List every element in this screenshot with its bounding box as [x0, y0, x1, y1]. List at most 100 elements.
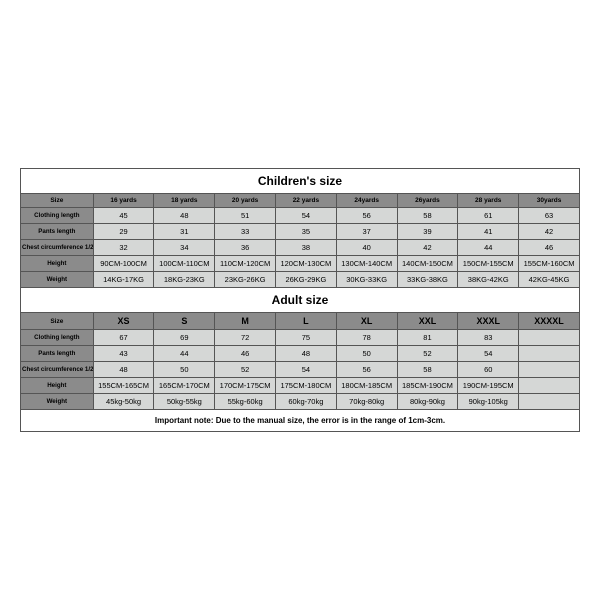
cell: 70kg-80kg — [336, 394, 397, 410]
cell: 56 — [336, 208, 397, 224]
cell: 63 — [519, 208, 580, 224]
cell: 55kg-60kg — [215, 394, 276, 410]
cell: 52 — [215, 362, 276, 378]
row-label: Chest circumference 1/2 — [21, 240, 94, 256]
size-chart-container: Children's size Size 16 yards 18 yards 2… — [20, 168, 580, 432]
children-header-1: 16 yards — [93, 194, 154, 208]
adult-header-2: S — [154, 313, 215, 330]
cell: 33 — [215, 224, 276, 240]
row-label: Weight — [21, 272, 94, 288]
cell: 31 — [154, 224, 215, 240]
cell — [519, 394, 580, 410]
note-row: Important note: Due to the manual size, … — [21, 410, 580, 432]
children-header-row: Size 16 yards 18 yards 20 yards 22 yards… — [21, 194, 580, 208]
cell: 58 — [397, 208, 458, 224]
cell: 90CM-100CM — [93, 256, 154, 272]
row-label: Height — [21, 378, 94, 394]
cell: 45 — [93, 208, 154, 224]
children-title: Children's size — [21, 169, 580, 194]
table-row: Pants length 43 44 46 48 50 52 54 — [21, 346, 580, 362]
cell — [519, 362, 580, 378]
cell: 46 — [215, 346, 276, 362]
cell: 48 — [154, 208, 215, 224]
children-header-0: Size — [21, 194, 94, 208]
cell: 60kg-70kg — [276, 394, 337, 410]
cell: 50 — [336, 346, 397, 362]
children-header-3: 20 yards — [215, 194, 276, 208]
cell: 185CM-190CM — [397, 378, 458, 394]
cell: 67 — [93, 330, 154, 346]
cell: 83 — [458, 330, 519, 346]
children-title-row: Children's size — [21, 169, 580, 194]
cell: 180CM-185CM — [336, 378, 397, 394]
cell: 75 — [276, 330, 337, 346]
cell: 54 — [276, 208, 337, 224]
adult-title-row: Adult size — [21, 288, 580, 313]
cell: 78 — [336, 330, 397, 346]
cell: 130CM-140CM — [336, 256, 397, 272]
cell: 38 — [276, 240, 337, 256]
children-header-2: 18 yards — [154, 194, 215, 208]
cell: 60 — [458, 362, 519, 378]
cell: 43 — [93, 346, 154, 362]
cell: 165CM-170CM — [154, 378, 215, 394]
cell: 33KG-38KG — [397, 272, 458, 288]
adult-header-1: XS — [93, 313, 154, 330]
cell: 69 — [154, 330, 215, 346]
adult-header-8: XXXXL — [519, 313, 580, 330]
cell: 51 — [215, 208, 276, 224]
adult-header-4: L — [276, 313, 337, 330]
row-label: Weight — [21, 394, 94, 410]
cell: 61 — [458, 208, 519, 224]
cell: 42 — [397, 240, 458, 256]
row-label: Height — [21, 256, 94, 272]
cell: 155CM-160CM — [519, 256, 580, 272]
adult-header-3: M — [215, 313, 276, 330]
cell: 29 — [93, 224, 154, 240]
children-header-8: 30yards — [519, 194, 580, 208]
cell: 42 — [519, 224, 580, 240]
cell — [519, 378, 580, 394]
row-label: Clothing length — [21, 330, 94, 346]
children-header-5: 24yards — [336, 194, 397, 208]
cell: 50 — [154, 362, 215, 378]
row-label: Pants length — [21, 224, 94, 240]
cell: 120CM-130CM — [276, 256, 337, 272]
cell: 14KG-17KG — [93, 272, 154, 288]
children-header-6: 26yards — [397, 194, 458, 208]
cell: 54 — [276, 362, 337, 378]
note-text: Important note: Due to the manual size, … — [21, 410, 580, 432]
cell: 44 — [154, 346, 215, 362]
cell: 36 — [215, 240, 276, 256]
table-row: Clothing length 45 48 51 54 56 58 61 63 — [21, 208, 580, 224]
size-table: Children's size Size 16 yards 18 yards 2… — [20, 168, 580, 432]
adult-header-5: XL — [336, 313, 397, 330]
cell: 23KG-26KG — [215, 272, 276, 288]
cell: 155CM-165CM — [93, 378, 154, 394]
cell: 41 — [458, 224, 519, 240]
cell: 80kg-90kg — [397, 394, 458, 410]
table-row: Weight 45kg-50kg 50kg-55kg 55kg-60kg 60k… — [21, 394, 580, 410]
cell: 32 — [93, 240, 154, 256]
cell: 48 — [93, 362, 154, 378]
cell: 110CM-120CM — [215, 256, 276, 272]
cell: 42KG-45KG — [519, 272, 580, 288]
cell — [519, 346, 580, 362]
table-row: Height 155CM-165CM 165CM-170CM 170CM-175… — [21, 378, 580, 394]
cell: 190CM-195CM — [458, 378, 519, 394]
cell: 30KG-33KG — [336, 272, 397, 288]
table-row: Clothing length 67 69 72 75 78 81 83 — [21, 330, 580, 346]
row-label: Clothing length — [21, 208, 94, 224]
cell: 52 — [397, 346, 458, 362]
cell: 56 — [336, 362, 397, 378]
cell: 170CM-175CM — [215, 378, 276, 394]
table-row: Weight 14KG-17KG 18KG-23KG 23KG-26KG 26K… — [21, 272, 580, 288]
cell — [519, 330, 580, 346]
table-row: Chest circumference 1/2 48 50 52 54 56 5… — [21, 362, 580, 378]
cell: 100CM-110CM — [154, 256, 215, 272]
cell: 35 — [276, 224, 337, 240]
cell: 34 — [154, 240, 215, 256]
cell: 90kg-105kg — [458, 394, 519, 410]
cell: 18KG-23KG — [154, 272, 215, 288]
cell: 45kg-50kg — [93, 394, 154, 410]
